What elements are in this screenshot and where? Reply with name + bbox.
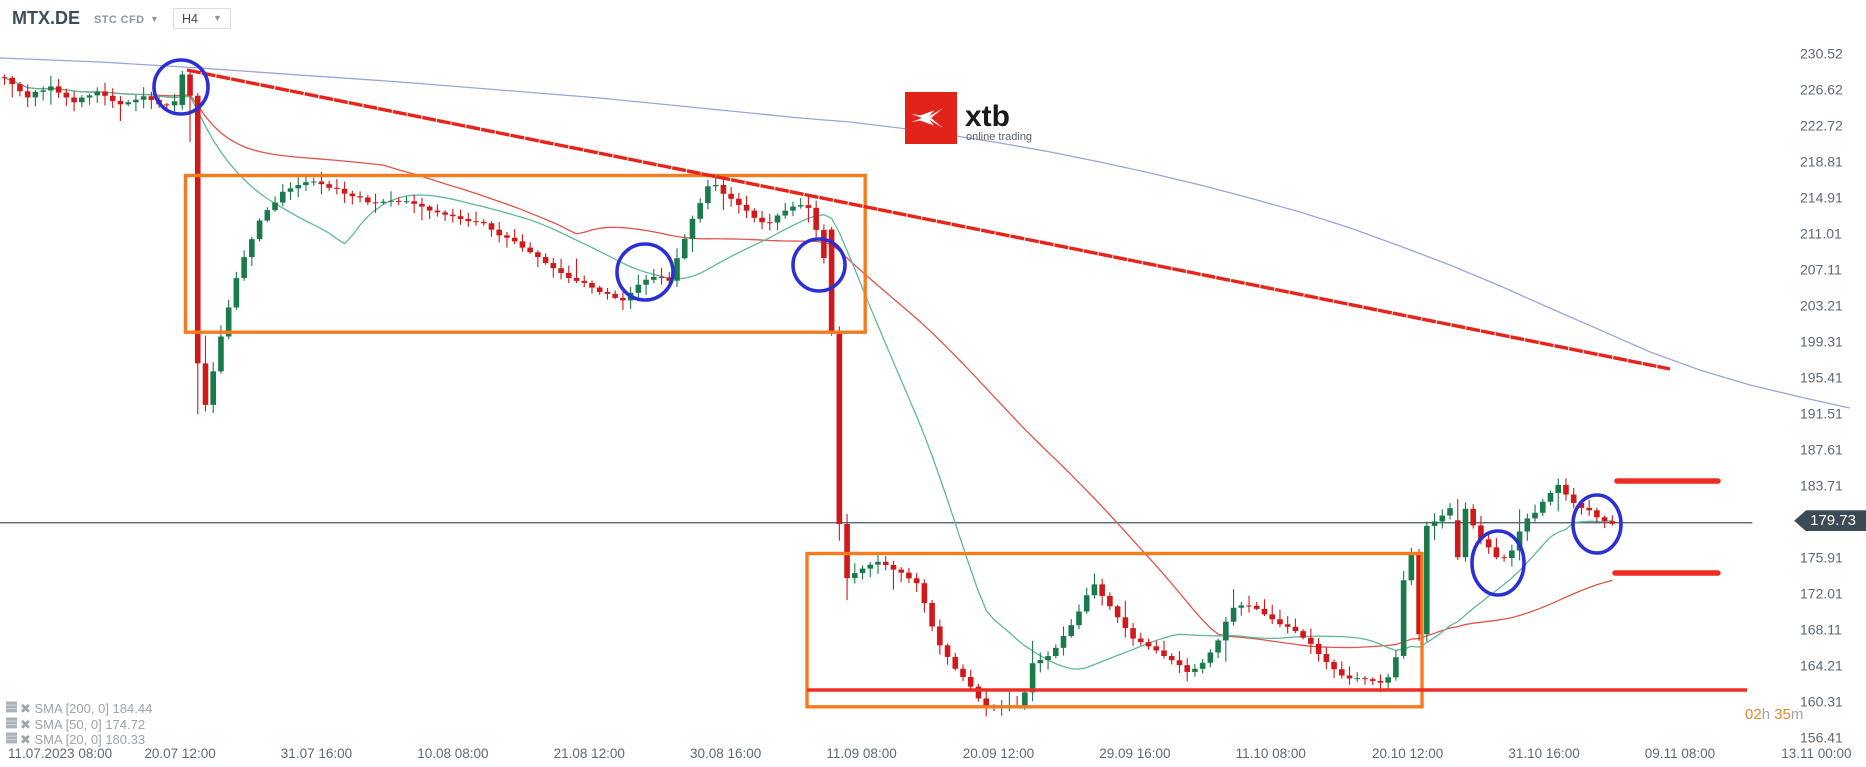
svg-text:31.07 16:00: 31.07 16:00 bbox=[281, 746, 352, 761]
svg-text:20.07 12:00: 20.07 12:00 bbox=[144, 746, 215, 761]
svg-text:214.91: 214.91 bbox=[1800, 190, 1843, 206]
svg-text:191.51: 191.51 bbox=[1800, 406, 1843, 422]
svg-text:203.21: 203.21 bbox=[1800, 298, 1843, 314]
svg-text:199.31: 199.31 bbox=[1800, 334, 1843, 350]
svg-text:218.81: 218.81 bbox=[1800, 154, 1843, 170]
svg-text:29.09 16:00: 29.09 16:00 bbox=[1099, 746, 1170, 761]
svg-text:172.01: 172.01 bbox=[1800, 586, 1843, 602]
svg-text:11.09 08:00: 11.09 08:00 bbox=[826, 746, 896, 761]
svg-text:230.52: 230.52 bbox=[1800, 46, 1843, 62]
svg-text:13.11 00:00: 13.11 00:00 bbox=[1781, 746, 1851, 761]
svg-text:211.01: 211.01 bbox=[1800, 226, 1842, 242]
svg-text:21.08 12:00: 21.08 12:00 bbox=[554, 746, 625, 761]
svg-text:207.11: 207.11 bbox=[1800, 262, 1842, 278]
svg-text:11.10 08:00: 11.10 08:00 bbox=[1236, 746, 1306, 761]
svg-text:online trading: online trading bbox=[966, 131, 1032, 143]
svg-text:164.21: 164.21 bbox=[1800, 658, 1843, 674]
svg-text:xtb: xtb bbox=[965, 100, 1010, 133]
svg-text:20.09 12:00: 20.09 12:00 bbox=[963, 746, 1034, 761]
svg-text:222.72: 222.72 bbox=[1800, 117, 1843, 133]
svg-text:20.10 12:00: 20.10 12:00 bbox=[1372, 746, 1443, 761]
svg-text:226.62: 226.62 bbox=[1800, 82, 1843, 98]
svg-text:168.11: 168.11 bbox=[1800, 622, 1842, 638]
svg-text:10.08 08:00: 10.08 08:00 bbox=[417, 746, 488, 761]
svg-text:31.10 16:00: 31.10 16:00 bbox=[1508, 746, 1579, 761]
svg-text:30.08 16:00: 30.08 16:00 bbox=[690, 746, 761, 761]
svg-text:183.71: 183.71 bbox=[1800, 478, 1843, 494]
svg-text:195.41: 195.41 bbox=[1800, 370, 1843, 386]
svg-text:175.91: 175.91 bbox=[1800, 550, 1843, 566]
svg-text:160.31: 160.31 bbox=[1800, 694, 1843, 710]
svg-text:187.61: 187.61 bbox=[1800, 442, 1843, 458]
svg-text:11.07.2023 08:00: 11.07.2023 08:00 bbox=[8, 746, 112, 761]
svg-text:156.41: 156.41 bbox=[1800, 730, 1843, 746]
svg-text:09.11 08:00: 09.11 08:00 bbox=[1645, 746, 1715, 761]
